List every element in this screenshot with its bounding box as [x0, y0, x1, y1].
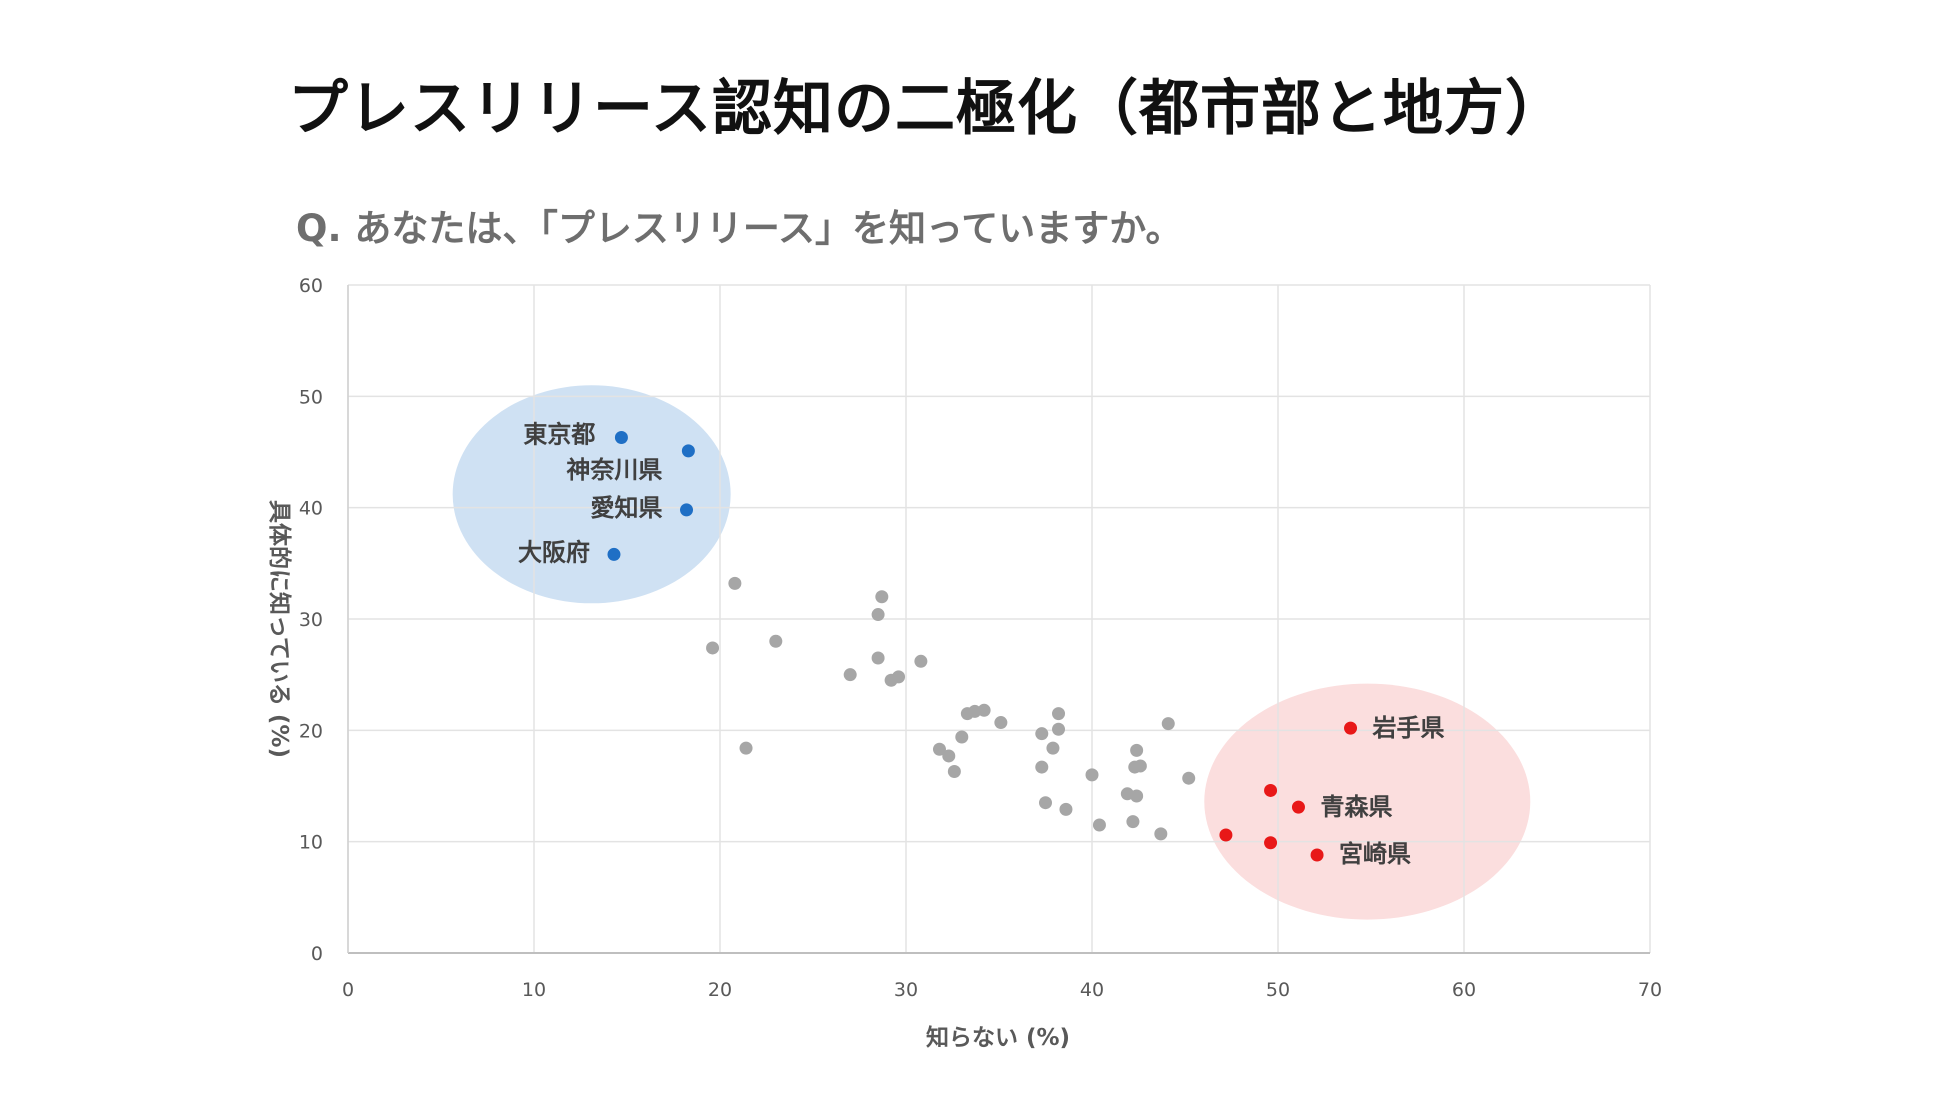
- y-tick-label: 30: [299, 609, 323, 631]
- x-tick-label: 20: [708, 979, 732, 1001]
- other-data-point: [932, 742, 946, 756]
- survey-question: Q. あなたは、「プレスリリース」を知っていますか。: [296, 207, 1183, 250]
- point-label: 大阪府: [518, 538, 590, 566]
- urban-data-point: [607, 547, 621, 561]
- point-label: 東京都: [523, 421, 595, 449]
- grid-lines: [347, 284, 1651, 954]
- other-data-point: [947, 765, 961, 779]
- urban-data-point: [681, 444, 695, 458]
- other-data-point: [892, 670, 906, 684]
- other-data-point: [942, 749, 956, 763]
- other-data-point: [871, 608, 885, 622]
- rural-data-point: [1264, 783, 1278, 797]
- rural-group-ellipse: [1204, 683, 1531, 920]
- other-data-point: [769, 634, 783, 648]
- y-tick-label: 60: [299, 275, 323, 297]
- y-tick-label: 40: [299, 498, 323, 520]
- point-label: 青森県: [1320, 793, 1392, 821]
- data-points: [607, 431, 1358, 862]
- other-data-point: [1035, 727, 1049, 741]
- rural-data-point: [1310, 848, 1324, 862]
- other-data-point: [843, 668, 857, 682]
- other-data-point: [955, 730, 969, 744]
- chart-main-title: プレスリリース認知の二極化（都市部と地方）: [288, 74, 1566, 144]
- other-data-point: [1154, 827, 1168, 841]
- rural-data-point: [1291, 800, 1305, 814]
- group-highlight-ellipses: [452, 385, 1531, 920]
- other-data-point: [914, 654, 928, 668]
- other-data-point: [1039, 796, 1052, 810]
- other-data-point: [1052, 722, 1066, 736]
- other-data-point: [728, 576, 742, 590]
- rural-data-point: [1264, 836, 1278, 850]
- y-axis-title: 具体的に知っている (%): [266, 500, 293, 758]
- other-data-point: [706, 641, 720, 655]
- point-label: 岩手県: [1372, 714, 1445, 742]
- point-label: 宮崎県: [1339, 840, 1411, 868]
- other-data-point: [977, 703, 991, 717]
- other-data-point: [1126, 815, 1140, 829]
- other-data-point: [1085, 768, 1099, 782]
- other-data-point: [1133, 759, 1147, 773]
- other-data-point: [739, 741, 753, 755]
- x-tick-label: 30: [894, 979, 918, 1001]
- x-axis-title: 知らない (%): [926, 1024, 1070, 1051]
- other-data-point: [1046, 741, 1060, 755]
- y-tick-label: 0: [311, 943, 323, 965]
- urban-data-point: [680, 503, 694, 517]
- x-tick-label: 50: [1266, 979, 1290, 1001]
- urban-group-ellipse: [452, 385, 731, 604]
- point-label: 神奈川県: [566, 456, 662, 484]
- x-tick-label: 10: [522, 979, 546, 1001]
- x-tick-label: 0: [342, 979, 354, 1001]
- other-data-point: [1130, 743, 1144, 757]
- urban-data-point: [614, 431, 628, 445]
- other-data-point: [994, 716, 1008, 730]
- other-data-point: [871, 651, 885, 665]
- point-label: 愛知県: [591, 494, 663, 522]
- rural-data-point: [1344, 721, 1358, 735]
- other-data-point: [1130, 789, 1144, 803]
- rural-data-point: [1219, 828, 1233, 842]
- axis-tick-labels: 0 10 20 30 40 50 60 70 0 10 20 30 40 50 60: [299, 275, 1662, 1001]
- y-tick-label: 50: [299, 386, 323, 408]
- x-tick-label: 40: [1080, 979, 1104, 1001]
- x-tick-label: 60: [1452, 979, 1476, 1001]
- y-tick-label: 10: [299, 832, 323, 854]
- y-tick-label: 20: [299, 720, 323, 742]
- other-data-point: [1092, 818, 1106, 832]
- other-data-point: [1059, 802, 1073, 816]
- other-data-point: [1035, 760, 1049, 774]
- other-data-point: [1052, 707, 1066, 721]
- other-data-point: [875, 590, 889, 604]
- x-tick-label: 70: [1638, 979, 1662, 1001]
- other-data-point: [1182, 771, 1196, 785]
- other-data-point: [1161, 717, 1175, 731]
